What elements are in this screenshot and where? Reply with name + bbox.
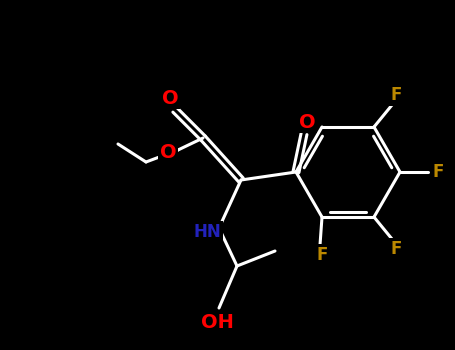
Text: O: O: [160, 142, 177, 161]
Text: F: F: [390, 86, 402, 104]
Text: F: F: [390, 240, 402, 258]
Text: F: F: [316, 246, 328, 264]
Text: O: O: [298, 112, 315, 132]
Text: OH: OH: [201, 313, 233, 331]
Text: HN: HN: [193, 223, 221, 241]
Text: O: O: [162, 89, 178, 107]
Text: F: F: [432, 163, 444, 181]
